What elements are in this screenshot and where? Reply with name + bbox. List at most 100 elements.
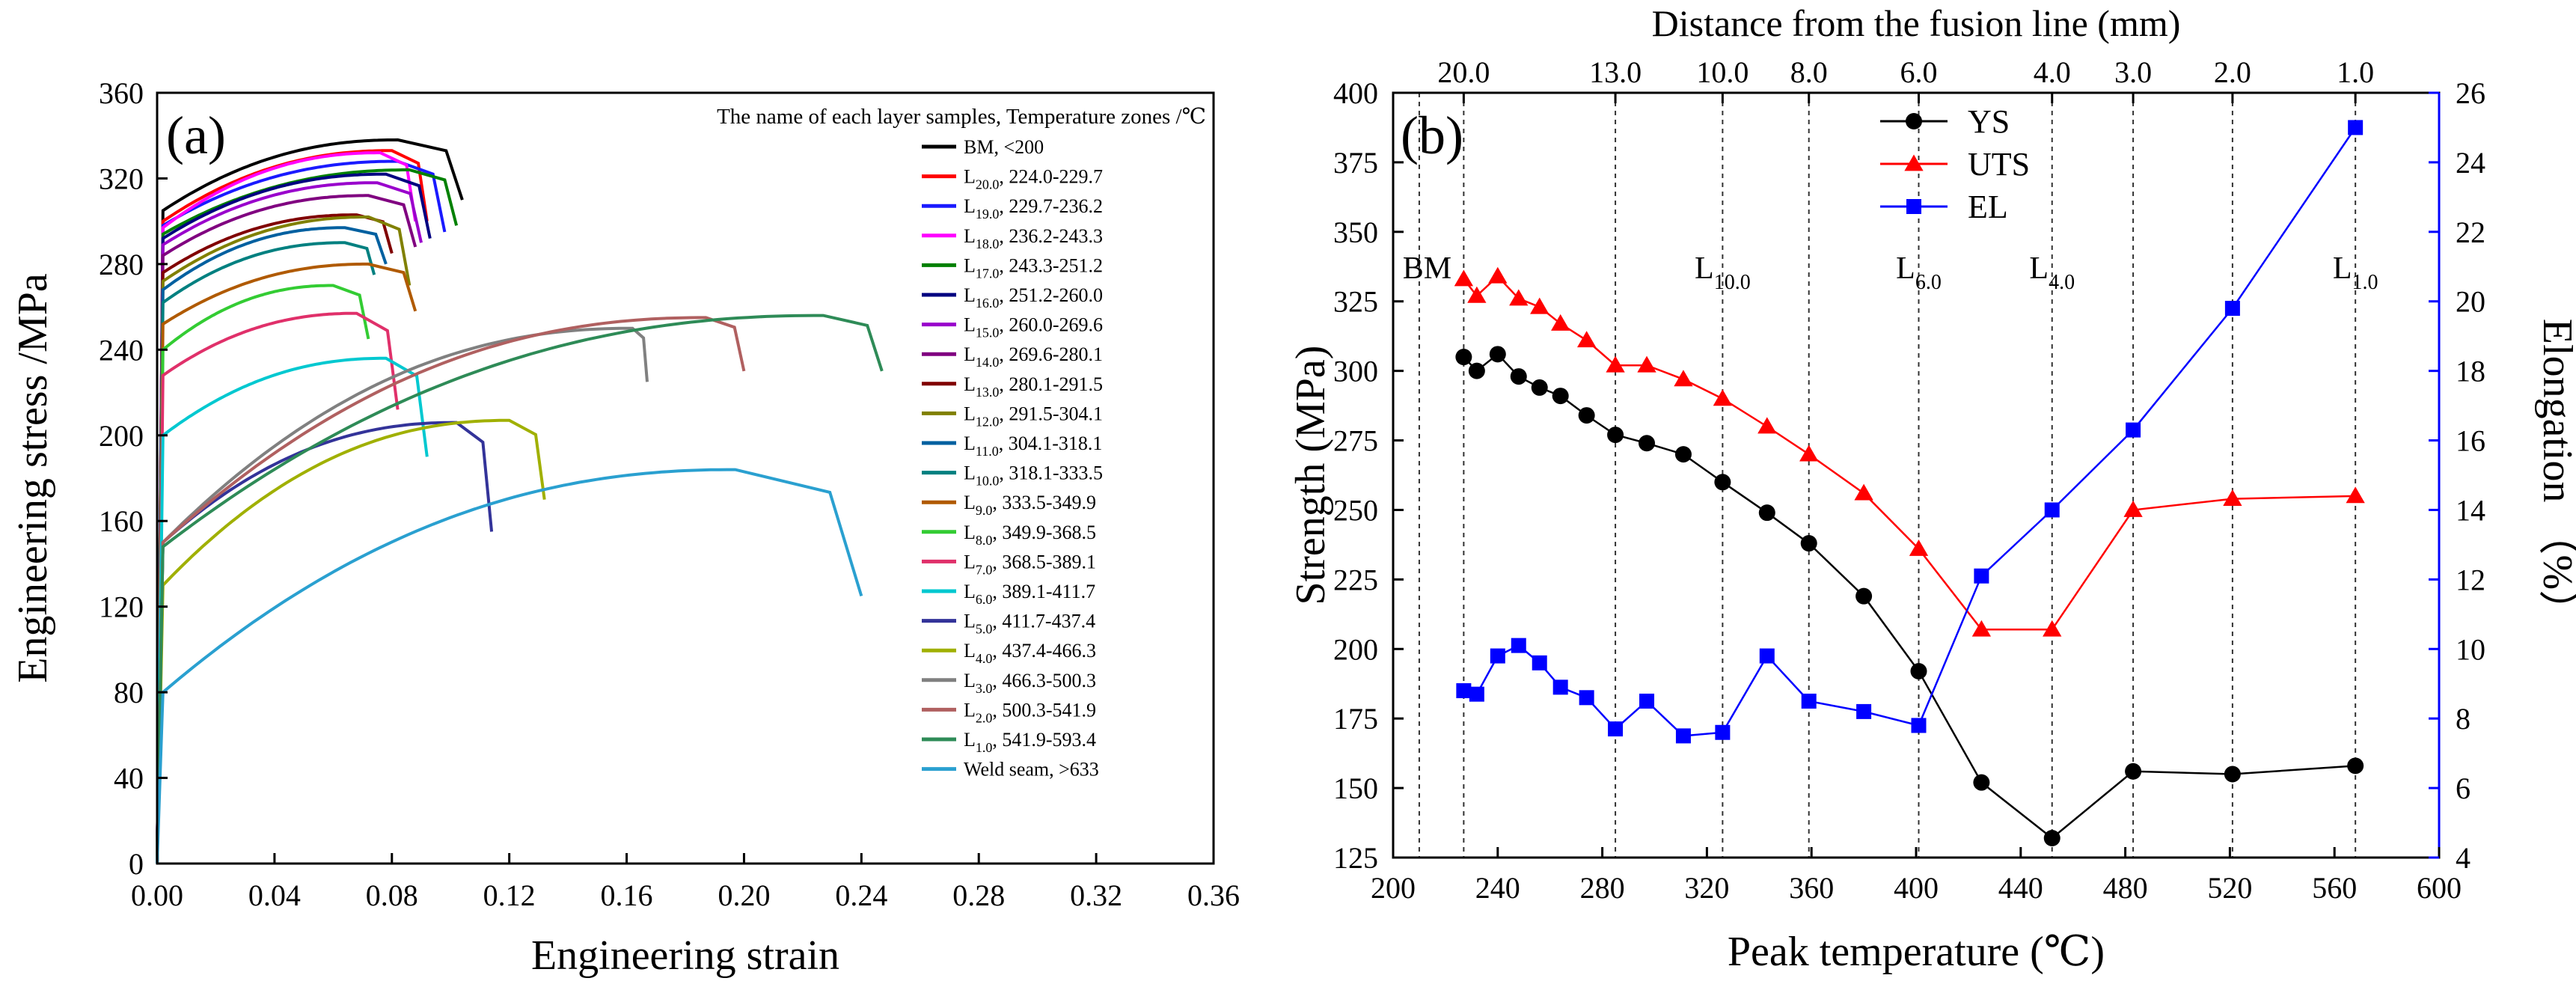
data-point — [1674, 370, 1693, 387]
x-tick-label: 0.00 — [131, 879, 183, 912]
legend-entry: BM, <200 — [964, 136, 1044, 158]
data-point — [1906, 113, 1922, 129]
series-line — [1463, 275, 2356, 631]
data-point — [1714, 474, 1731, 491]
legend-range: , 437.4-466.3 — [992, 640, 1096, 662]
stress-strain-curve — [156, 468, 863, 864]
legend-range: , 269.6-280.1 — [999, 343, 1103, 365]
panel-b-ticks: 200 240 280 320 360 400 440 480 520 560 600 125 150 1… — [1333, 55, 2485, 905]
legend-range: , 349.9-368.5 — [992, 522, 1096, 543]
stress-strain-curve — [156, 418, 546, 864]
x-tick-label: 0.12 — [483, 879, 536, 912]
legend-subscript: 17.0 — [976, 266, 1000, 281]
stress-strain-curve — [156, 149, 429, 864]
legend-name: L — [964, 670, 976, 691]
legend-entry: L18.0, 236.2-243.3 — [964, 225, 1103, 251]
top-tick-label: 8.0 — [1790, 55, 1828, 89]
legend-name: L — [964, 699, 976, 721]
y-tick-label: 0 — [129, 847, 144, 881]
stress-strain-curve — [156, 316, 746, 864]
x-tick-label: 360 — [1789, 871, 1834, 905]
data-point — [2346, 486, 2365, 504]
data-point — [1974, 568, 1989, 584]
top-tick-label: 1.0 — [2337, 55, 2374, 89]
legend-subscript: 19.0 — [976, 207, 1000, 221]
data-point — [1455, 349, 1472, 366]
zone-label: L1.0 — [2333, 251, 2378, 294]
series-ys — [1455, 346, 2364, 846]
legend-range: , 291.5-304.1 — [999, 403, 1103, 424]
legend-range: , <200 — [994, 136, 1044, 158]
data-point — [1552, 388, 1569, 405]
data-point — [2223, 489, 2242, 506]
data-point — [1904, 154, 1924, 171]
legend-entry: L14.0, 269.6-280.1 — [964, 343, 1103, 370]
y2-tick-label: 8 — [2456, 702, 2471, 736]
legend-range: , 500.3-541.9 — [992, 699, 1096, 721]
y-tick-label: 275 — [1333, 424, 1378, 458]
legend-name: L — [964, 195, 976, 217]
data-point — [1552, 679, 1568, 695]
legend-name: L — [964, 284, 976, 306]
panel-a-xlabel: Engineering strain — [531, 932, 839, 979]
series-line — [1463, 352, 2356, 840]
data-point — [1799, 444, 1819, 462]
legend-subscript: 18.0 — [976, 236, 1000, 251]
y-tick-label: 325 — [1333, 285, 1378, 319]
data-point — [1800, 535, 1817, 552]
panel-a-curves — [156, 138, 884, 864]
panel-b-zone-labels: BM L10.0 L6.0 L4.0 L1.0 — [1403, 251, 2378, 294]
data-point — [1909, 539, 1929, 556]
legend-name: L — [964, 254, 976, 276]
top-tick-label: 2.0 — [2214, 55, 2251, 89]
y-tick-label: 175 — [1333, 702, 1378, 736]
data-point — [1469, 686, 1484, 702]
legend-range: , 260.0-269.6 — [999, 314, 1103, 336]
data-point — [1759, 648, 1775, 664]
data-point — [1454, 269, 1474, 287]
legend-range: , 541.9-593.4 — [992, 729, 1096, 751]
series-uts — [1454, 266, 2365, 637]
panel-b-guide-lines — [1418, 93, 2357, 858]
legend-entry: L5.0, 411.7-437.4 — [964, 611, 1095, 637]
legend-name: L — [964, 314, 976, 336]
data-point — [2044, 502, 2060, 518]
panel-b-legend: YS UTS EL — [1880, 103, 2030, 225]
zone-label: BM — [1403, 251, 1451, 286]
x-tick-label: 200 — [1371, 871, 1416, 905]
panel-a: 0.00 0.04 0.08 0.12 0.16 0.20 0.24 0.28 0.32 0.36… — [10, 76, 1240, 979]
y2-tick-label: 4 — [2456, 841, 2471, 875]
y-tick-label: 300 — [1333, 355, 1378, 388]
y2-tick-label: 16 — [2456, 424, 2485, 458]
legend-range: , 236.2-243.3 — [999, 225, 1103, 247]
data-point — [1607, 427, 1624, 444]
legend-name: L — [964, 225, 976, 247]
stress-strain-curve — [156, 284, 370, 864]
top-tick-label: 20.0 — [1437, 55, 1490, 89]
data-point — [1675, 728, 1691, 744]
zone-label: L4.0 — [2029, 251, 2075, 294]
stress-strain-curve — [156, 194, 417, 864]
data-point — [1468, 362, 1485, 379]
legend-name: L — [964, 462, 976, 484]
y2-tick-label: 18 — [2456, 355, 2485, 388]
legend-range: , 466.3-500.3 — [992, 670, 1096, 691]
legend-entry: L9.0, 333.5-349.9 — [964, 492, 1096, 518]
legend-range: , 333.5-349.9 — [992, 492, 1096, 513]
panel-a-ylabel: Engineering stress /MPa — [10, 273, 56, 683]
legend-range: , 389.1-411.7 — [992, 581, 1095, 602]
y-tick-label: 125 — [1333, 841, 1378, 875]
legend-entry: L2.0, 500.3-541.9 — [964, 699, 1096, 725]
stress-strain-curve — [156, 181, 423, 864]
x-tick-label: 0.36 — [1187, 879, 1240, 912]
legend-subscript: 13.0 — [976, 385, 1000, 400]
x-tick-label: 440 — [1998, 871, 2043, 905]
legend-entry: L6.0, 389.1-411.7 — [964, 581, 1095, 607]
data-point — [1713, 389, 1733, 406]
y-tick-label: 160 — [99, 504, 144, 538]
panel-b-xlabel: Peak temperature (℃) — [1728, 929, 2105, 975]
legend-entry: L20.0, 224.0-229.7 — [964, 166, 1103, 192]
legend-range: , 229.7-236.2 — [999, 195, 1103, 217]
data-point — [1715, 724, 1731, 740]
